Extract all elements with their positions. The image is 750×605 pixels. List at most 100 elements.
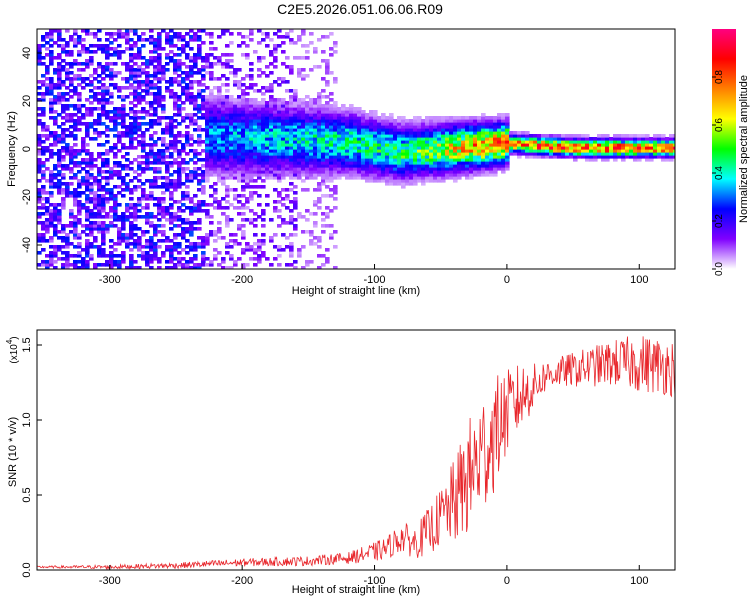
spectrogram-cell bbox=[197, 140, 202, 144]
spectrogram-cell bbox=[97, 107, 102, 111]
spectrogram-cell bbox=[425, 179, 430, 183]
spectrogram-cell bbox=[77, 107, 82, 111]
spectrogram-cell bbox=[149, 191, 154, 195]
spectrogram-cell bbox=[329, 146, 334, 150]
spectrogram-cell bbox=[125, 215, 130, 219]
spectrogram-cell bbox=[237, 179, 242, 183]
spectrogram-cell bbox=[129, 203, 134, 207]
spectrogram-cell bbox=[265, 65, 270, 69]
spectrogram-cell bbox=[69, 152, 74, 156]
spectrogram-cell bbox=[317, 254, 322, 258]
spectrogram-cell bbox=[153, 248, 158, 252]
spectrogram-cell bbox=[249, 62, 254, 66]
spectrogram-cell bbox=[189, 98, 194, 102]
spectrogram-cell bbox=[37, 53, 42, 57]
spectrogram-cell bbox=[153, 131, 158, 135]
spectrogram-cell bbox=[293, 56, 298, 60]
spectrogram-cell bbox=[405, 164, 410, 168]
spectrogram-cell bbox=[201, 188, 206, 192]
spectrogram-cell bbox=[401, 116, 406, 120]
spectrogram-cell bbox=[245, 152, 250, 156]
spectrogram-cell bbox=[133, 41, 138, 45]
spectrogram-cell bbox=[473, 140, 478, 144]
spectrogram-cell bbox=[449, 140, 454, 144]
spectrogram-cell bbox=[505, 116, 510, 120]
spectrogram-cell bbox=[205, 116, 210, 120]
spectrogram-cell bbox=[61, 245, 66, 249]
spectrogram-cell bbox=[173, 188, 178, 192]
spectrogram-cell bbox=[397, 179, 402, 183]
spectrogram-cell bbox=[365, 143, 370, 147]
spectrogram-cell bbox=[473, 119, 478, 123]
spectrogram-cell bbox=[573, 152, 578, 156]
spectrogram-cell bbox=[313, 104, 318, 108]
spectrogram-cell bbox=[497, 134, 502, 138]
spectrogram-cell bbox=[241, 41, 246, 45]
spectrogram-cell bbox=[125, 209, 130, 213]
spectrogram-cell bbox=[481, 119, 486, 123]
spectrogram-cell bbox=[169, 245, 174, 249]
spectrogram-cell bbox=[329, 170, 334, 174]
spectrogram-cell bbox=[501, 170, 506, 174]
spectrogram-cell bbox=[265, 170, 270, 174]
spectrogram-cell bbox=[317, 200, 322, 204]
spectrogram-cell bbox=[281, 233, 286, 237]
spectrogram-cell bbox=[49, 170, 54, 174]
spectrogram-cell bbox=[197, 92, 202, 96]
spectrogram-cell bbox=[149, 161, 154, 165]
spectrogram-cell bbox=[189, 113, 194, 117]
spectrogram-cell bbox=[137, 53, 142, 57]
spectrogram-cell bbox=[77, 38, 82, 42]
spectrogram-cell bbox=[377, 152, 382, 156]
spectrogram-cell bbox=[205, 242, 210, 246]
spectrogram-cell bbox=[293, 227, 298, 231]
spectrogram-cell bbox=[277, 137, 282, 141]
spectrogram-cell bbox=[317, 116, 322, 120]
spectrogram-cell bbox=[65, 224, 70, 228]
spectrogram-cell bbox=[49, 50, 54, 54]
spectrogram-cell bbox=[473, 164, 478, 168]
spectrogram-cell bbox=[417, 152, 422, 156]
spectrogram-cell bbox=[457, 143, 462, 147]
spectrogram-cell bbox=[501, 155, 506, 159]
spectrogram-cell bbox=[145, 230, 150, 234]
spectrogram-cell bbox=[225, 185, 230, 189]
spectrogram-cell bbox=[153, 65, 158, 69]
spectrogram-cell bbox=[357, 158, 362, 162]
spectrogram-cell bbox=[265, 161, 270, 165]
spectrogram-cell bbox=[65, 44, 70, 48]
spectrogram-cell bbox=[325, 35, 330, 39]
spectrogram-cell bbox=[425, 164, 430, 168]
spectrogram-cell bbox=[257, 158, 262, 162]
spectrogram-cell bbox=[561, 137, 566, 141]
spectrogram-cell bbox=[117, 113, 122, 117]
spectrogram-cell bbox=[429, 161, 434, 165]
spectrogram-cell bbox=[117, 107, 122, 111]
spectrogram-cell bbox=[209, 155, 214, 159]
spectrogram-cell bbox=[61, 80, 66, 84]
spectrogram-cell bbox=[69, 221, 74, 225]
spectrogram-cell bbox=[57, 137, 62, 141]
spectrogram-cell bbox=[653, 146, 658, 150]
spectrogram-cell bbox=[237, 128, 242, 132]
spectrogram-cell bbox=[249, 146, 254, 150]
spectrogram-cell bbox=[277, 122, 282, 126]
spectrogram-cell bbox=[37, 194, 42, 198]
spectrogram-cell bbox=[77, 266, 82, 269]
spectrogram-cell bbox=[377, 176, 382, 180]
spectrogram-cell bbox=[249, 167, 254, 171]
spectrogram-cell bbox=[89, 212, 94, 216]
spectrogram-cell bbox=[193, 152, 198, 156]
spectrogram-cell bbox=[61, 158, 66, 162]
spectrogram-cell bbox=[97, 119, 102, 123]
spectrogram-cell bbox=[53, 110, 58, 114]
spectrogram-cell bbox=[93, 224, 98, 228]
spectrogram-cell bbox=[137, 38, 142, 42]
spectrogram-cell bbox=[329, 209, 334, 213]
spectrogram-cell bbox=[517, 155, 522, 159]
spectrogram-cell bbox=[281, 62, 286, 66]
spectrogram-cell bbox=[205, 119, 210, 123]
spectrogram-cell bbox=[253, 107, 258, 111]
spectrogram-cell bbox=[89, 83, 94, 87]
spectrogram-cell bbox=[301, 131, 306, 135]
